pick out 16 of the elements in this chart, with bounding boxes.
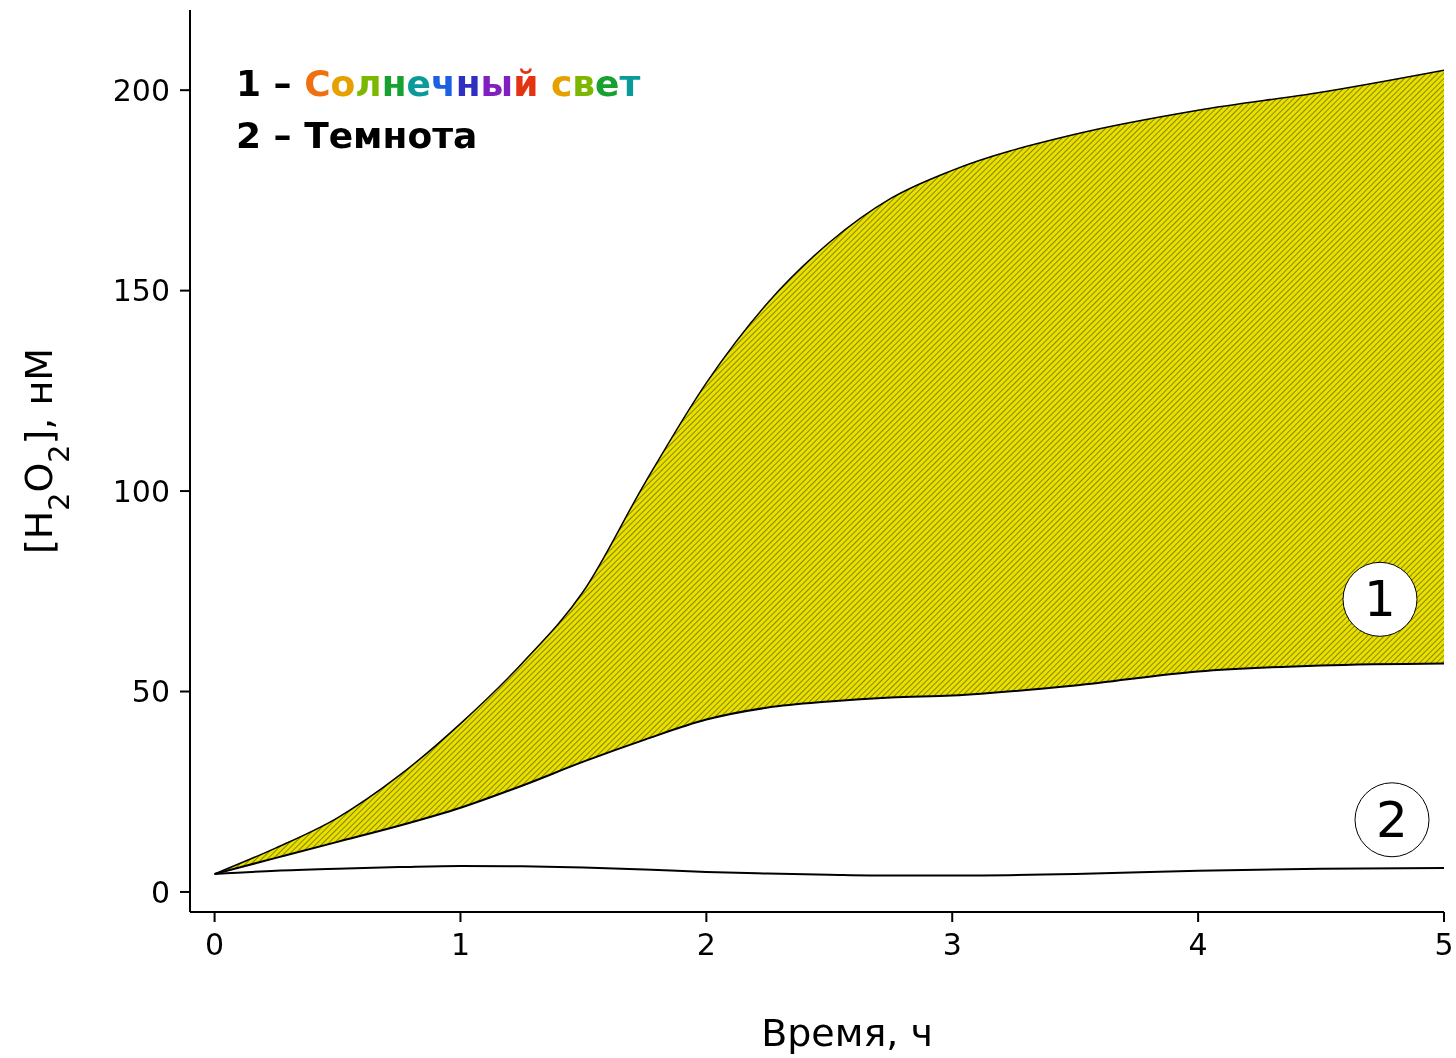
annotation: 2 – Темнота — [236, 115, 478, 156]
x-tick-label: 2 — [696, 927, 716, 963]
x-tick-label: 5 — [1434, 927, 1454, 963]
series-label: 2 — [1376, 790, 1408, 849]
text: 1 — [1364, 570, 1396, 629]
x-tick-label: 0 — [205, 927, 225, 963]
x-tick-label: 1 — [450, 927, 471, 963]
x-tick-label: 4 — [1188, 927, 1208, 963]
text: 1 – Солнечный свет — [236, 63, 641, 104]
y-tick-label: 0 — [150, 874, 170, 910]
y-tick-label: 200 — [112, 72, 170, 108]
y-tick-label: 100 — [112, 473, 170, 509]
x-axis-title: Время, ч — [761, 1011, 933, 1055]
y-tick-label: 150 — [112, 273, 170, 309]
y-tick-label: 50 — [131, 674, 170, 710]
x-tick-label: 3 — [942, 927, 962, 963]
